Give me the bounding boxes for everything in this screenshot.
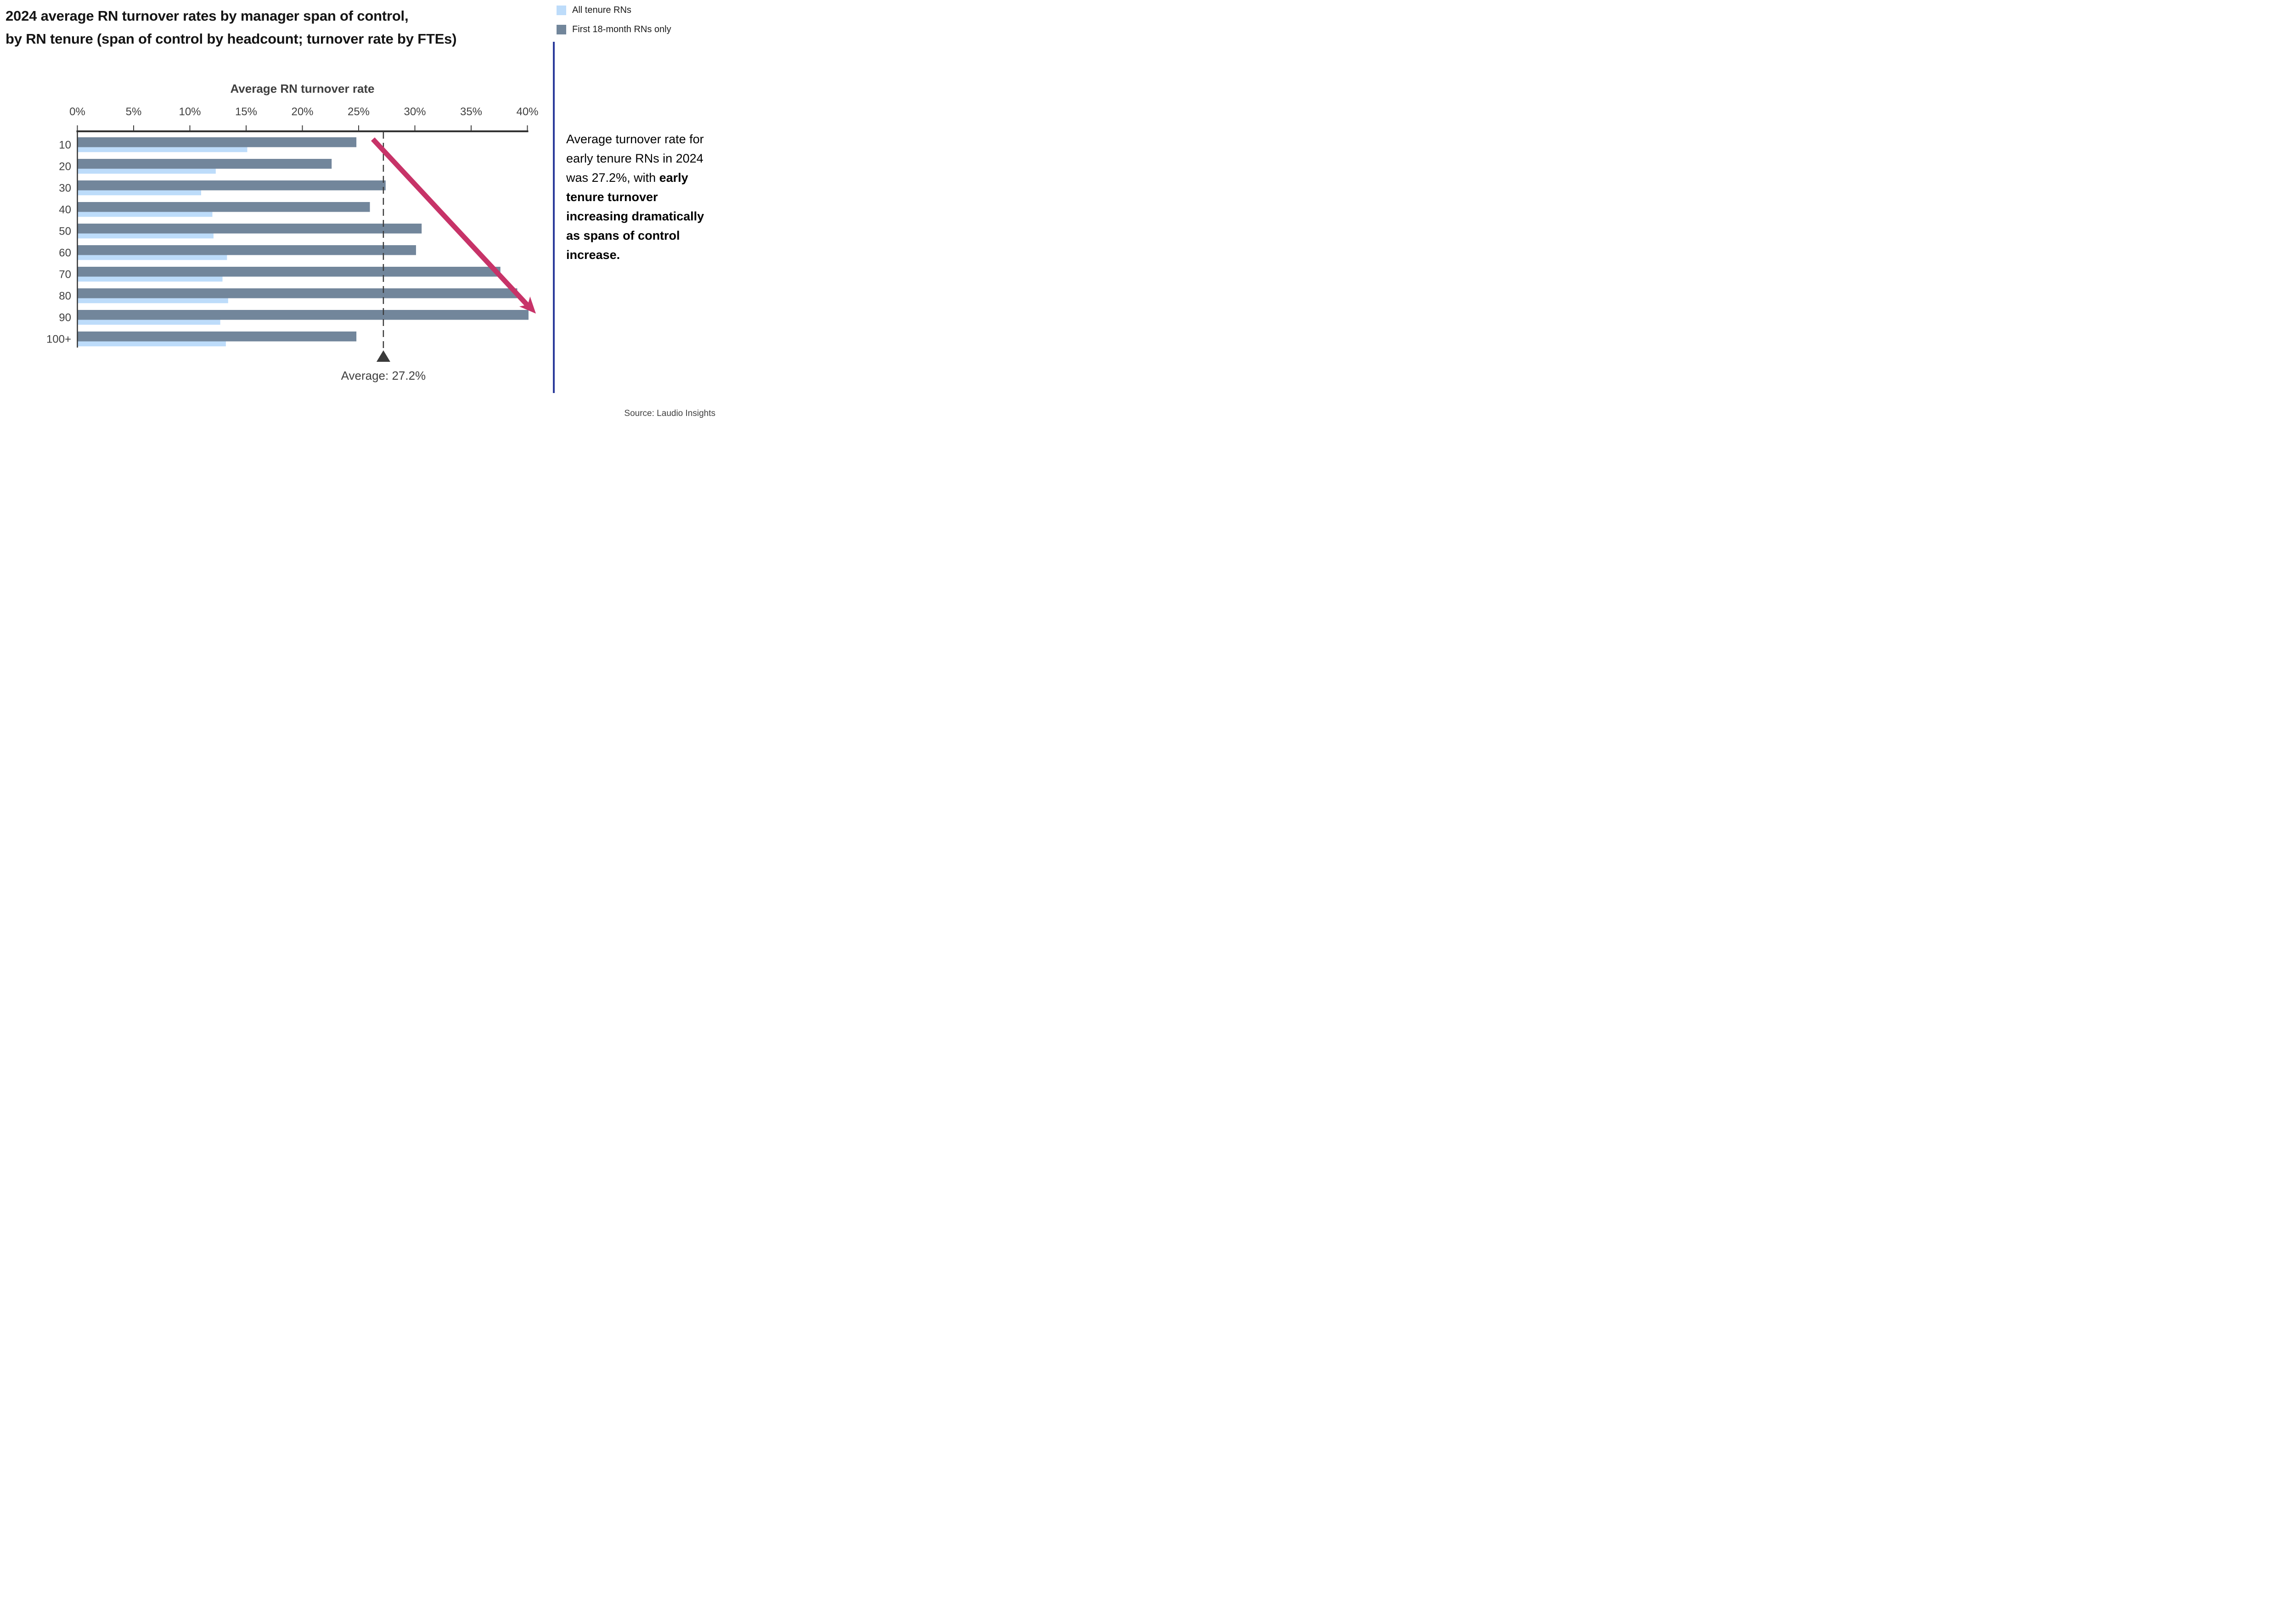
bar-first18-80 — [77, 288, 518, 298]
category-label-100+: 100+ — [46, 333, 71, 346]
bar-alltenure-10 — [77, 147, 248, 152]
legend-label: All tenure RNs — [572, 5, 631, 15]
chart-title-line2: by RN tenure (span of control by headcou… — [6, 31, 457, 47]
category-label-50: 50 — [59, 225, 71, 238]
bar-first18-30 — [77, 180, 386, 191]
legend: All tenure RNs First 18-month RNs only — [557, 5, 671, 44]
bar-alltenure-50 — [77, 233, 214, 239]
tick-label-30%: 30% — [404, 106, 426, 118]
bar-alltenure-60 — [77, 255, 227, 260]
tick-label-5%: 5% — [126, 106, 142, 118]
bar-alltenure-30 — [77, 190, 201, 196]
bar-first18-50 — [77, 224, 422, 234]
source-credit: Source: Laudio Insights — [624, 409, 715, 418]
category-label-20: 20 — [59, 161, 71, 173]
legend-item-first-18-month: First 18-month RNs only — [557, 24, 671, 34]
bar-first18-10 — [77, 137, 357, 147]
category-label-40: 40 — [59, 204, 71, 216]
slide-canvas: 10 20 30 40 50 60 70 80 90 100+ 0% 5% 10% 15% 20% 25% 30… — [0, 0, 720, 425]
tick-label-0%: 0% — [69, 106, 85, 118]
tick-label-35%: 35% — [460, 106, 482, 118]
legend-item-all-tenure: All tenure RNs — [557, 5, 671, 15]
bar-first18-20 — [77, 159, 332, 169]
bar-alltenure-100+ — [77, 341, 226, 347]
bar-alltenure-20 — [77, 169, 216, 174]
category-label-70: 70 — [59, 269, 71, 281]
turnover-bar-chart: 10 20 30 40 50 60 70 80 90 100+ 0% 5% 10% 15% 20% 25% 30… — [46, 82, 539, 382]
vertical-divider-line — [553, 42, 555, 393]
bar-first18-70 — [77, 267, 501, 277]
category-label-80: 80 — [59, 290, 71, 303]
x-axis-line — [76, 130, 529, 132]
annotation-normal-text: Average turnover rate for early tenure R… — [566, 132, 704, 185]
legend-label: First 18-month RNs only — [572, 24, 671, 34]
annotation-bold-text: early tenure turnover increasing dramati… — [566, 171, 704, 262]
trend-arrow-shaft — [371, 137, 530, 307]
x-axis-title: Average RN turnover rate — [230, 82, 374, 96]
chart-title: 2024 average RN turnover rates by manage… — [6, 5, 547, 51]
legend-swatch-first-18-month — [557, 25, 566, 34]
bar-first18-40 — [77, 202, 370, 212]
category-label-60: 60 — [59, 247, 71, 259]
bar-first18-100+ — [77, 332, 357, 342]
tick-label-40%: 40% — [516, 106, 538, 118]
annotation-text: Average turnover rate for early tenure R… — [566, 129, 705, 264]
bar-alltenure-40 — [77, 212, 213, 217]
chart-title-line1: 2024 average RN turnover rates by manage… — [6, 8, 409, 24]
legend-swatch-all-tenure — [557, 6, 566, 15]
tick-label-20%: 20% — [291, 106, 313, 118]
tick-label-10%: 10% — [179, 106, 201, 118]
bar-alltenure-90 — [77, 320, 220, 325]
bar-alltenure-70 — [77, 276, 223, 282]
bar-first18-90 — [77, 310, 529, 320]
bar-first18-60 — [77, 245, 416, 255]
category-label-10: 10 — [59, 139, 71, 152]
category-label-30: 30 — [59, 182, 71, 195]
trend-arrow-head — [519, 296, 536, 314]
category-label-90: 90 — [59, 312, 71, 324]
bar-alltenure-80 — [77, 298, 228, 303]
tick-label-15%: 15% — [235, 106, 257, 118]
average-triangle-marker — [376, 350, 390, 362]
average-label: Average: 27.2% — [341, 369, 426, 382]
tick-label-25%: 25% — [348, 106, 370, 118]
